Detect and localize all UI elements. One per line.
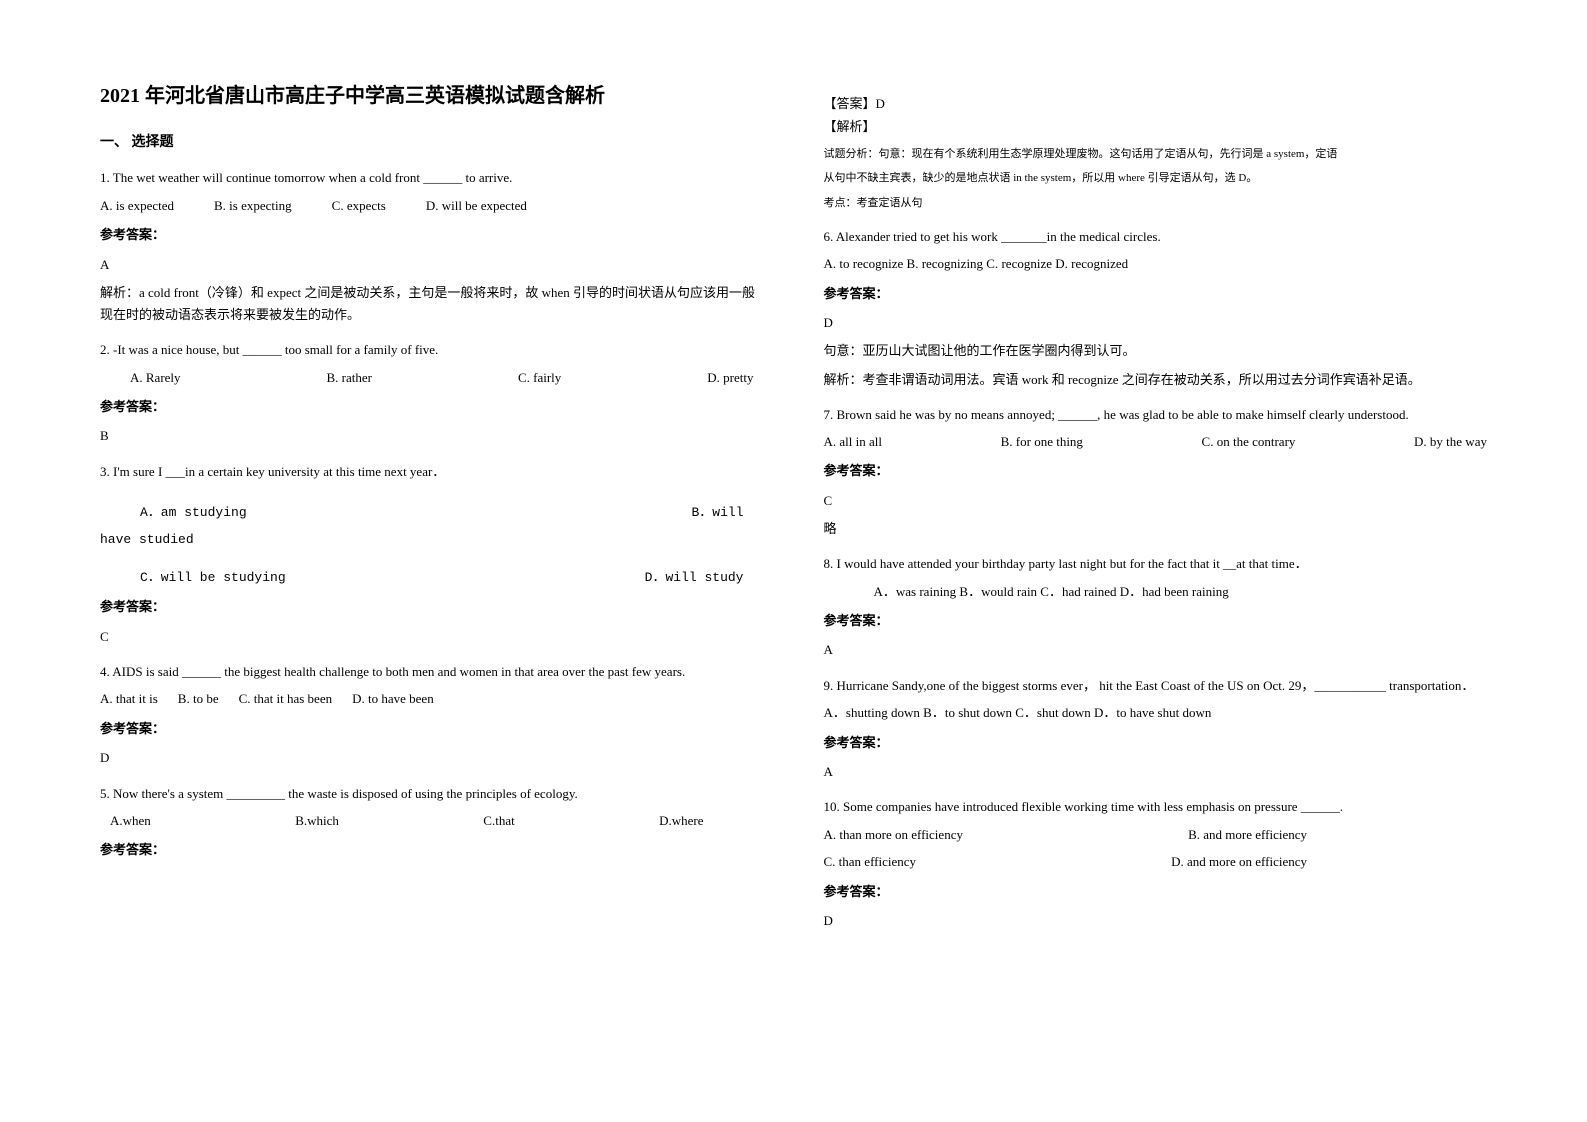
question-10: 10. Some companies have introduced flexi… xyxy=(824,795,1488,932)
answer-letter: C xyxy=(100,625,764,648)
question-1: 1. The wet weather will continue tomorro… xyxy=(100,166,764,326)
section-heading: 一、 选择题 xyxy=(100,132,764,154)
option-c: C. expects xyxy=(332,194,386,217)
question-8: 8. I would have attended your birthday p… xyxy=(824,552,1488,662)
option-a: A.when xyxy=(110,809,151,832)
answer-letter: B xyxy=(100,424,764,447)
answer-label: 参考答案： xyxy=(100,717,764,740)
answer-label: 参考答案： xyxy=(824,731,1488,754)
option-b-cont: have studied xyxy=(100,528,764,551)
options-row: A. to recognize B. recognizing C. recogn… xyxy=(824,252,1488,275)
option-d: D.where xyxy=(659,809,703,832)
options-row: A．was raining B．would rain C．had rained … xyxy=(824,580,1488,603)
question-text: 3. I'm sure I ___in a certain key univer… xyxy=(100,460,764,483)
question-text: 10. Some companies have introduced flexi… xyxy=(824,795,1488,818)
option-d: D．will study xyxy=(645,566,744,589)
answer-label: 参考答案： xyxy=(824,609,1488,632)
option-b: B．will xyxy=(691,501,743,524)
answer-label: 参考答案： xyxy=(824,282,1488,305)
answer-label: 参考答案： xyxy=(100,395,764,418)
option-a: A．am studying xyxy=(140,501,247,524)
analysis-text: 解析：a cold front（冷锋）和 expect 之间是被动关系，主句是一… xyxy=(100,282,764,326)
option-c: C. fairly xyxy=(518,366,561,389)
note-text: 略 xyxy=(824,518,1488,540)
option-a: A. all in all xyxy=(824,430,883,453)
kaodian-text: 考点：考查定语从句 xyxy=(824,194,1488,213)
question-text: 7. Brown said he was by no means annoyed… xyxy=(824,403,1488,426)
meaning-text: 句意：亚历山大试图让他的工作在医学圈内得到认可。 xyxy=(824,340,1488,362)
option-a: A. is expected xyxy=(100,194,174,217)
left-column: 2021 年河北省唐山市高庄子中学高三英语模拟试题含解析 一、 选择题 1. T… xyxy=(100,80,764,944)
question-text: 8. I would have attended your birthday p… xyxy=(824,552,1488,575)
option-a: A. that it is xyxy=(100,687,158,710)
answer-label: 参考答案： xyxy=(824,459,1488,482)
document-title: 2021 年河北省唐山市高庄子中学高三英语模拟试题含解析 xyxy=(100,80,764,112)
question-text: 9. Hurricane Sandy,one of the biggest st… xyxy=(824,674,1488,697)
answer-letter: A xyxy=(824,638,1488,661)
right-column: 【答案】D 【解析】 试题分析：句意：现在有个系统利用生态学原理处理废物。这句话… xyxy=(824,80,1488,944)
answer-letter: D xyxy=(824,311,1488,334)
answer-letter: D xyxy=(824,909,1488,932)
page-container: 2021 年河北省唐山市高庄子中学高三英语模拟试题含解析 一、 选择题 1. T… xyxy=(100,80,1487,944)
options-row: A．shutting down B．to shut down C．shut do… xyxy=(824,701,1488,724)
question-3: 3. I'm sure I ___in a certain key univer… xyxy=(100,460,764,648)
option-c: C．will be studying xyxy=(140,566,286,589)
analysis-text: 试题分析：句意：现在有个系统利用生态学原理处理废物。这句话用了定语从句，先行词是… xyxy=(824,145,1488,164)
option-d: D. and more on efficiency xyxy=(1171,850,1307,873)
option-d: D. pretty xyxy=(707,366,753,389)
question-text: 5. Now there's a system _________ the wa… xyxy=(100,782,764,805)
question-text: 6. Alexander tried to get his work _____… xyxy=(824,225,1488,248)
question-text: 4. AIDS is said ______ the biggest healt… xyxy=(100,660,764,683)
question-text: 2. -It was a nice house, but ______ too … xyxy=(100,338,764,361)
option-b: B. is expecting xyxy=(214,194,292,217)
option-b: B. rather xyxy=(327,366,372,389)
option-d: D. to have been xyxy=(352,687,434,710)
question-7: 7. Brown said he was by no means annoyed… xyxy=(824,403,1488,541)
options-row: A. all in all B. for one thing C. on the… xyxy=(824,430,1488,453)
options-row: A．am studying B．will xyxy=(100,501,764,524)
answer-letter: C xyxy=(824,489,1488,512)
option-c: C. than efficiency xyxy=(824,850,917,873)
option-b: B. to be xyxy=(178,687,219,710)
answer-letter: D xyxy=(100,746,764,769)
question-6: 6. Alexander tried to get his work _____… xyxy=(824,225,1488,391)
option-b: B. and more efficiency xyxy=(1188,823,1307,846)
question-5: 5. Now there's a system _________ the wa… xyxy=(100,782,764,862)
option-a: A. than more on efficiency xyxy=(824,823,963,846)
answer-label: 参考答案： xyxy=(100,595,764,618)
option-b: B. for one thing xyxy=(1001,430,1083,453)
options-row: A.when B.which C.that D.where xyxy=(100,809,764,832)
options-row: C．will be studying D．will study xyxy=(100,566,764,589)
options-row: A. Rarely B. rather C. fairly D. pretty xyxy=(100,366,764,389)
analysis-text: 从句中不缺主宾表，缺少的是地点状语 in the system，所以用 wher… xyxy=(824,169,1488,188)
option-d: D. will be expected xyxy=(426,194,527,217)
explain-bracket: 【解析】 xyxy=(824,115,1488,138)
question-9: 9. Hurricane Sandy,one of the biggest st… xyxy=(824,674,1488,784)
option-c: C. that it has been xyxy=(239,687,333,710)
answer-label: 参考答案： xyxy=(100,838,764,861)
question-2: 2. -It was a nice house, but ______ too … xyxy=(100,338,764,448)
answer-bracket: 【答案】D xyxy=(824,92,1488,115)
answer-letter: A xyxy=(824,760,1488,783)
options-row: A. is expected B. is expecting C. expect… xyxy=(100,194,764,217)
analysis-text: 解析：考查非谓语动词用法。宾语 work 和 recognize 之间存在被动关… xyxy=(824,369,1488,391)
option-d: D. by the way xyxy=(1414,430,1487,453)
options-row: A. than more on efficiency B. and more e… xyxy=(824,823,1488,846)
question-4: 4. AIDS is said ______ the biggest healt… xyxy=(100,660,764,770)
question-text: 1. The wet weather will continue tomorro… xyxy=(100,166,764,189)
option-c: C. on the contrary xyxy=(1202,430,1296,453)
answer-label: 参考答案： xyxy=(100,223,764,246)
options-row: C. than efficiency D. and more on effici… xyxy=(824,850,1488,873)
option-a: A. Rarely xyxy=(130,366,181,389)
question-5-continued: 【答案】D 【解析】 试题分析：句意：现在有个系统利用生态学原理处理废物。这句话… xyxy=(824,92,1488,213)
option-b: B.which xyxy=(295,809,339,832)
answer-label: 参考答案： xyxy=(824,880,1488,903)
answer-letter: A xyxy=(100,253,764,276)
options-row: A. that it is B. to be C. that it has be… xyxy=(100,687,764,710)
option-c: C.that xyxy=(483,809,514,832)
